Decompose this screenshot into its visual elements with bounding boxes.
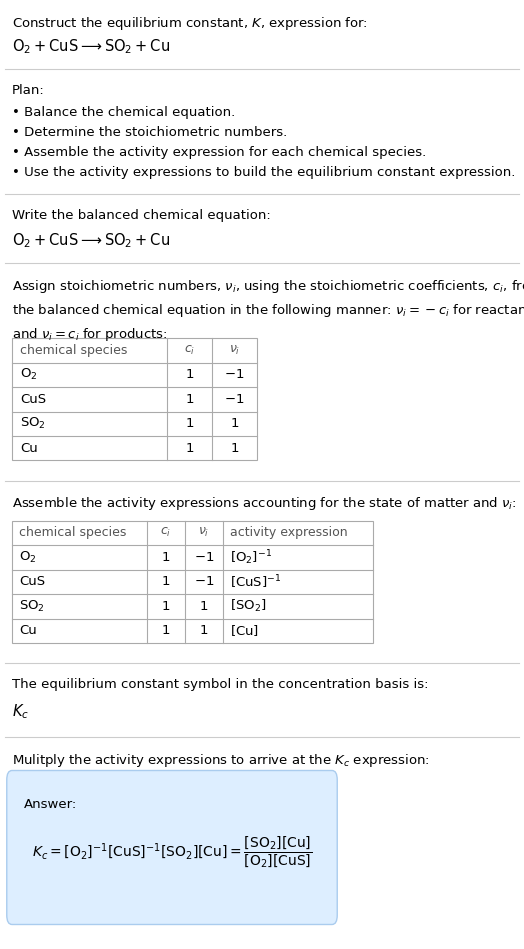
Text: Assemble the activity expressions accounting for the state of matter and $\nu_i$: Assemble the activity expressions accoun…: [12, 495, 517, 512]
Text: 1: 1: [185, 441, 194, 455]
Text: 1: 1: [185, 368, 194, 381]
Text: Assign stoichiometric numbers, $\nu_i$, using the stoichiometric coefficients, $: Assign stoichiometric numbers, $\nu_i$, …: [12, 278, 524, 344]
Text: 1: 1: [185, 418, 194, 430]
Text: 1: 1: [162, 550, 170, 564]
Text: $\mathrm{O_2 + CuS \longrightarrow SO_2 + Cu}$: $\mathrm{O_2 + CuS \longrightarrow SO_2 …: [12, 37, 170, 56]
Text: chemical species: chemical species: [19, 527, 126, 539]
Text: $\nu_i$: $\nu_i$: [198, 526, 210, 539]
FancyBboxPatch shape: [7, 771, 337, 924]
Text: CuS: CuS: [20, 393, 46, 406]
Text: • Assemble the activity expression for each chemical species.: • Assemble the activity expression for e…: [12, 146, 426, 159]
Text: CuS: CuS: [19, 575, 45, 588]
Bar: [12, 520, 373, 643]
Text: 1: 1: [200, 624, 208, 637]
Text: $\mathrm{O_2 + CuS \longrightarrow SO_2 + Cu}$: $\mathrm{O_2 + CuS \longrightarrow SO_2 …: [12, 231, 170, 250]
Text: Mulitply the activity expressions to arrive at the $K_c$ expression:: Mulitply the activity expressions to arr…: [12, 752, 430, 769]
Text: $\mathrm{O_2}$: $\mathrm{O_2}$: [19, 549, 37, 565]
Text: $-1$: $-1$: [194, 550, 214, 564]
Text: activity expression: activity expression: [230, 527, 347, 539]
Text: Answer:: Answer:: [24, 798, 77, 811]
Text: 1: 1: [230, 441, 239, 455]
Text: Cu: Cu: [20, 441, 38, 455]
Text: $c_i$: $c_i$: [160, 526, 172, 539]
Text: $[\mathrm{Cu}]$: $[\mathrm{Cu}]$: [230, 623, 259, 639]
Text: $\mathrm{O_2}$: $\mathrm{O_2}$: [20, 367, 37, 382]
Text: 1: 1: [230, 418, 239, 430]
Text: 1: 1: [200, 600, 208, 613]
Text: $-1$: $-1$: [194, 575, 214, 588]
Text: $\nu_i$: $\nu_i$: [229, 344, 240, 357]
Text: $K_c$: $K_c$: [12, 702, 29, 720]
Text: • Determine the stoichiometric numbers.: • Determine the stoichiometric numbers.: [12, 126, 287, 139]
Text: $-1$: $-1$: [224, 393, 245, 406]
Text: $[\mathrm{O_2}]^{-1}$: $[\mathrm{O_2}]^{-1}$: [230, 548, 272, 567]
Text: 1: 1: [185, 393, 194, 406]
Text: Write the balanced chemical equation:: Write the balanced chemical equation:: [12, 209, 271, 222]
Text: $-1$: $-1$: [224, 368, 245, 381]
Text: Construct the equilibrium constant, $K$, expression for:: Construct the equilibrium constant, $K$,…: [12, 15, 368, 32]
Text: $\mathrm{SO_2}$: $\mathrm{SO_2}$: [20, 417, 46, 431]
Text: 1: 1: [162, 600, 170, 613]
Text: 1: 1: [162, 624, 170, 637]
Bar: [12, 338, 257, 460]
Text: The equilibrium constant symbol in the concentration basis is:: The equilibrium constant symbol in the c…: [12, 678, 429, 691]
Text: $\mathrm{SO_2}$: $\mathrm{SO_2}$: [19, 599, 45, 614]
Text: $K_c = [\mathrm{O_2}]^{-1} [\mathrm{CuS}]^{-1} [\mathrm{SO_2}][\mathrm{Cu}] = \d: $K_c = [\mathrm{O_2}]^{-1} [\mathrm{CuS}…: [32, 834, 312, 869]
Text: $[\mathrm{CuS}]^{-1}$: $[\mathrm{CuS}]^{-1}$: [230, 573, 281, 590]
Text: $c_i$: $c_i$: [184, 344, 195, 357]
Text: chemical species: chemical species: [20, 344, 127, 357]
Text: $[\mathrm{SO_2}]$: $[\mathrm{SO_2}]$: [230, 598, 267, 614]
Text: • Use the activity expressions to build the equilibrium constant expression.: • Use the activity expressions to build …: [12, 166, 516, 179]
Text: • Balance the chemical equation.: • Balance the chemical equation.: [12, 106, 235, 119]
Text: 1: 1: [162, 575, 170, 588]
Text: Cu: Cu: [19, 624, 37, 637]
Text: Plan:: Plan:: [12, 84, 45, 97]
